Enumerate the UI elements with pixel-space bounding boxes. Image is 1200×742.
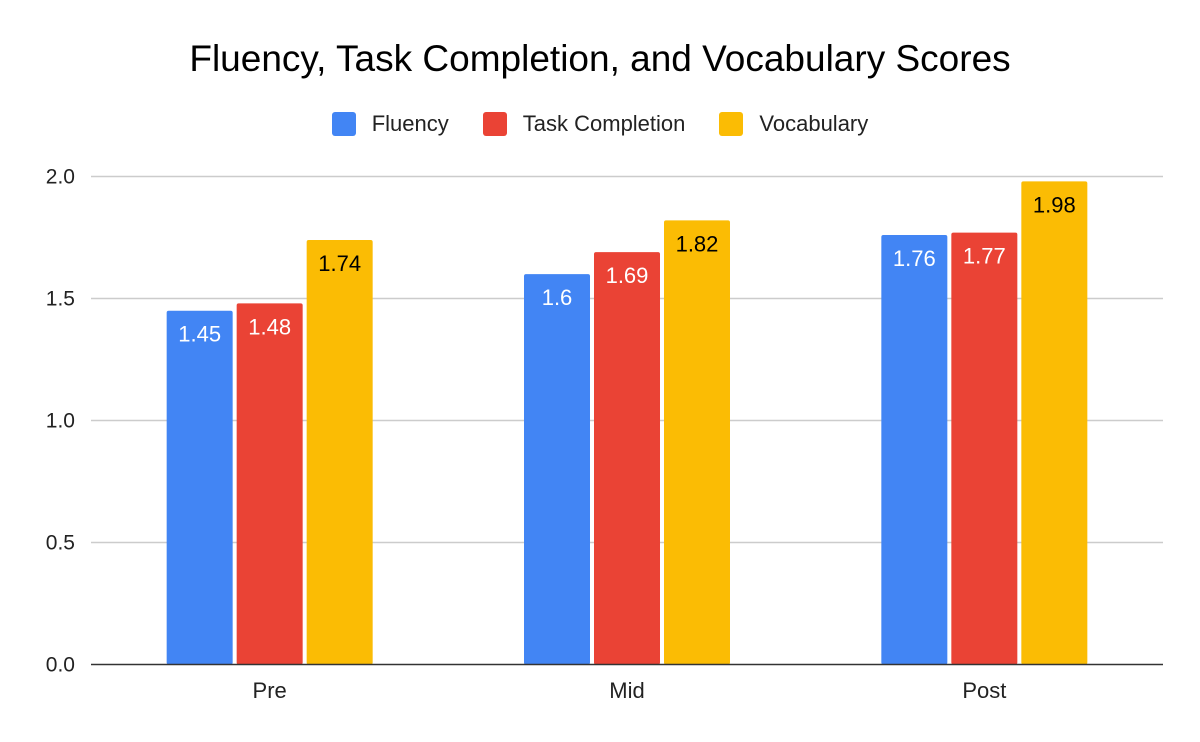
x-tick-label-mid: Mid — [609, 678, 644, 703]
bar-vocabulary-post[interactable] — [1021, 181, 1088, 665]
legend-label-task-completion: Task Completion — [522, 111, 686, 136]
y-tick-label-4: 2.0 — [46, 166, 75, 189]
legend-item-vocabulary[interactable]: Vocabulary — [719, 111, 868, 137]
legend-swatch-task-completion — [482, 112, 507, 136]
y-tick-label-2: 1.0 — [46, 410, 75, 433]
y-tick-label-1: 0.5 — [46, 532, 75, 555]
legend-label-fluency: Fluency — [371, 111, 449, 136]
bar-task-completion-pre[interactable] — [236, 303, 303, 665]
legend-item-task-completion[interactable]: Task Completion — [482, 111, 686, 137]
data-label-vocabulary-mid: 1.82 — [676, 231, 719, 256]
legend-item-fluency[interactable]: Fluency — [331, 111, 449, 137]
data-label-task-completion-pre: 1.48 — [248, 314, 291, 339]
bar-fluency-pre[interactable] — [166, 310, 233, 665]
bar-task-completion-post[interactable] — [951, 232, 1018, 665]
data-label-task-completion-mid: 1.69 — [606, 263, 649, 288]
legend-swatch-fluency — [331, 112, 356, 136]
chart-title: Fluency, Task Completion, and Vocabulary… — [189, 38, 1011, 79]
bar-fluency-mid[interactable] — [524, 274, 590, 665]
data-label-task-completion-post: 1.77 — [963, 244, 1006, 269]
data-label-fluency-post: 1.76 — [893, 246, 936, 271]
bar-task-completion-mid[interactable] — [594, 252, 660, 665]
data-label-vocabulary-post: 1.98 — [1033, 192, 1076, 217]
data-label-fluency-mid: 1.6 — [542, 285, 573, 310]
bar-vocabulary-pre[interactable] — [306, 239, 373, 665]
bar-fluency-post[interactable] — [881, 235, 948, 665]
legend-swatch-vocabulary — [719, 112, 744, 136]
y-tick-label-3: 1.5 — [46, 288, 75, 311]
legend-label-vocabulary: Vocabulary — [759, 111, 869, 136]
data-label-fluency-pre: 1.45 — [178, 322, 221, 347]
x-tick-label-pre: Pre — [253, 678, 287, 703]
data-label-vocabulary-pre: 1.74 — [318, 251, 361, 276]
legend: Fluency Task Completion Vocabulary — [0, 111, 1200, 137]
x-tick-label-post: Post — [962, 678, 1006, 703]
y-tick-label-0: 0.0 — [46, 654, 75, 677]
bar-vocabulary-mid[interactable] — [664, 220, 730, 665]
